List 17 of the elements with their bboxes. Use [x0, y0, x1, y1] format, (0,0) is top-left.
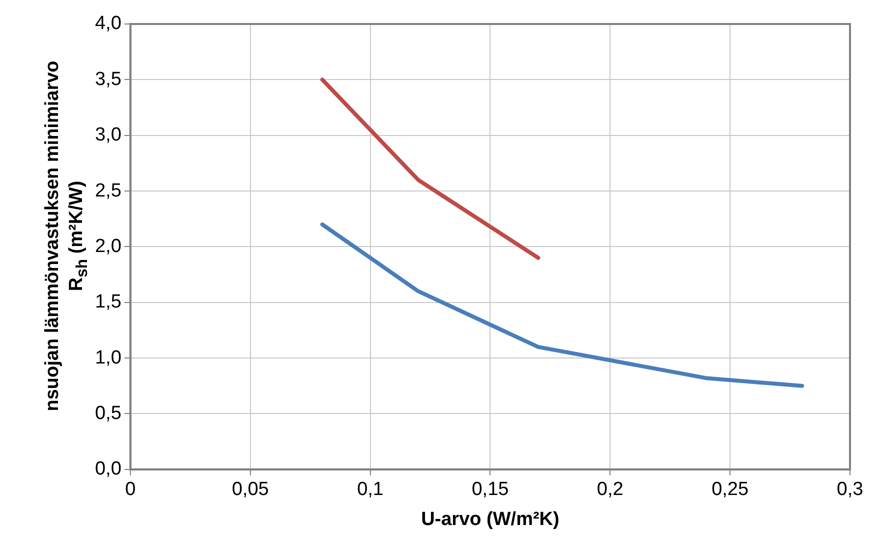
y-tick-label: 3,0: [94, 124, 122, 146]
y-tick-label: 2,0: [94, 236, 122, 257]
y-tick-label: 2,5: [94, 180, 122, 202]
x-axis-title: U-arvo (W/m²K): [421, 508, 560, 530]
x-tick-label: 0,15: [472, 479, 509, 500]
y-tick-label: 4,0: [94, 13, 122, 34]
y-tick-label: 0,5: [94, 402, 122, 424]
y-tick-label: 0,0: [94, 458, 122, 480]
y-tick-label: 3,5: [94, 68, 122, 90]
x-tick-label: 0,3: [836, 479, 864, 500]
x-tick-label: 0: [125, 479, 136, 500]
x-tick-label: 0,05: [232, 479, 269, 500]
x-tick-label: 0,2: [596, 479, 624, 500]
x-tick-label: 0,1: [357, 479, 384, 500]
y-tick-label: 1,0: [94, 347, 122, 368]
x-tick-label: 0,25: [712, 479, 749, 500]
y-tick-label: 1,5: [94, 292, 122, 313]
